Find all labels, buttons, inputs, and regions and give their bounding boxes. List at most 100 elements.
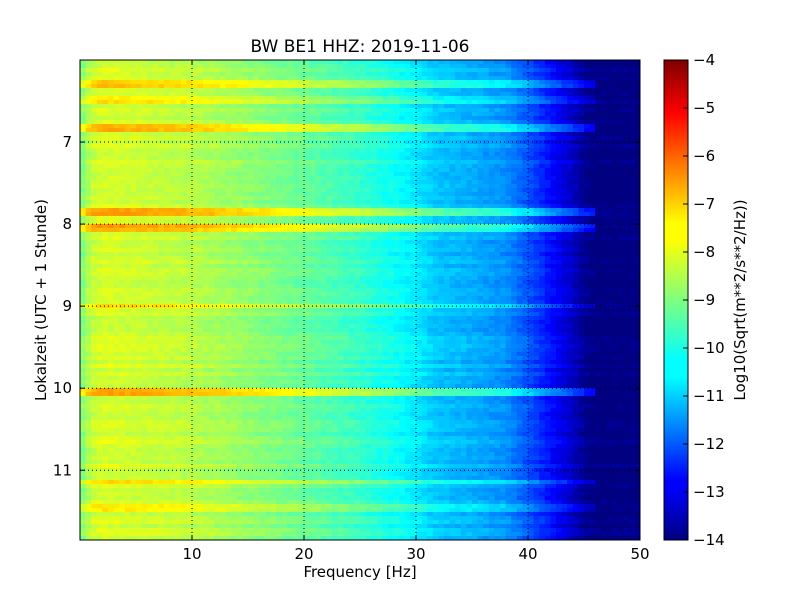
heatmap-cell bbox=[231, 220, 238, 225]
heatmap-cell bbox=[516, 68, 523, 73]
heatmap-cell bbox=[388, 200, 395, 205]
heatmap-cell bbox=[466, 144, 473, 149]
heatmap-cell bbox=[544, 252, 551, 257]
heatmap-cell bbox=[399, 240, 406, 245]
heatmap-cell bbox=[528, 72, 535, 77]
heatmap-cell bbox=[208, 152, 215, 157]
heatmap-cell bbox=[505, 256, 512, 261]
heatmap-cell bbox=[371, 236, 378, 241]
heatmap-cell bbox=[152, 164, 159, 169]
heatmap-cell bbox=[360, 152, 367, 157]
heatmap-cell bbox=[584, 84, 591, 89]
heatmap-cell bbox=[141, 88, 148, 93]
heatmap-cell bbox=[505, 200, 512, 205]
heatmap-cell bbox=[460, 140, 467, 145]
heatmap-cell bbox=[304, 180, 311, 185]
heatmap-cell bbox=[225, 160, 232, 165]
heatmap-cell bbox=[561, 192, 568, 197]
heatmap-cell bbox=[147, 64, 154, 69]
heatmap-cell bbox=[404, 112, 411, 117]
heatmap-cell bbox=[192, 192, 199, 197]
heatmap-cell bbox=[606, 64, 613, 69]
heatmap-cell bbox=[539, 220, 546, 225]
heatmap-cell bbox=[119, 144, 126, 149]
heatmap-cell bbox=[449, 172, 456, 177]
heatmap-cell bbox=[354, 228, 361, 233]
heatmap-cell bbox=[124, 188, 131, 193]
heatmap-cell bbox=[550, 124, 557, 129]
heatmap-cell bbox=[617, 60, 624, 65]
heatmap-cell bbox=[270, 192, 277, 197]
heatmap-cell bbox=[410, 124, 417, 129]
heatmap-cell bbox=[572, 68, 579, 73]
heatmap-cell bbox=[567, 60, 574, 65]
heatmap-cell bbox=[152, 204, 159, 209]
heatmap-cell bbox=[124, 192, 131, 197]
heatmap-cell bbox=[522, 208, 529, 213]
heatmap-cell bbox=[578, 84, 585, 89]
heatmap-cell bbox=[141, 224, 148, 229]
heatmap-cell bbox=[623, 124, 630, 129]
heatmap-cell bbox=[91, 240, 98, 245]
heatmap-cell bbox=[438, 104, 445, 109]
heatmap-cell bbox=[208, 148, 215, 153]
heatmap-cell bbox=[365, 84, 372, 89]
heatmap-cell bbox=[214, 120, 221, 125]
heatmap-cell bbox=[253, 60, 260, 65]
heatmap-cell bbox=[315, 200, 322, 205]
heatmap-cell bbox=[388, 164, 395, 169]
heatmap-cell bbox=[511, 188, 518, 193]
heatmap-cell bbox=[388, 88, 395, 93]
heatmap-cell bbox=[298, 216, 305, 221]
heatmap-cell bbox=[326, 196, 333, 201]
heatmap-cell bbox=[315, 196, 322, 201]
heatmap-cell bbox=[242, 148, 249, 153]
heatmap-cell bbox=[108, 252, 115, 257]
heatmap-cell bbox=[623, 96, 630, 101]
heatmap-cell bbox=[158, 112, 165, 117]
heatmap-cell bbox=[124, 148, 131, 153]
heatmap-cell bbox=[539, 92, 546, 97]
heatmap-cell bbox=[281, 72, 288, 77]
heatmap-cell bbox=[225, 216, 232, 221]
heatmap-cell bbox=[376, 204, 383, 209]
heatmap-cell bbox=[600, 96, 607, 101]
heatmap-cell bbox=[589, 164, 596, 169]
heatmap-cell bbox=[175, 212, 182, 217]
heatmap-cell bbox=[572, 200, 579, 205]
heatmap-cell bbox=[96, 168, 103, 173]
heatmap-cell bbox=[393, 128, 400, 133]
heatmap-cell bbox=[623, 112, 630, 117]
heatmap-cell bbox=[175, 92, 182, 97]
heatmap-cell bbox=[584, 192, 591, 197]
heatmap-cell bbox=[617, 164, 624, 169]
heatmap-cell bbox=[511, 68, 518, 73]
heatmap-cell bbox=[455, 216, 462, 221]
heatmap-cell bbox=[444, 156, 451, 161]
heatmap-cell bbox=[292, 80, 299, 85]
heatmap-cell bbox=[528, 76, 535, 81]
heatmap-cell bbox=[595, 256, 602, 261]
heatmap-cell bbox=[96, 72, 103, 77]
heatmap-cell bbox=[164, 256, 171, 261]
heatmap-cell bbox=[136, 140, 143, 145]
heatmap-cell bbox=[483, 136, 490, 141]
heatmap-cell bbox=[567, 84, 574, 89]
heatmap-cell bbox=[567, 176, 574, 181]
heatmap-cell bbox=[432, 168, 439, 173]
heatmap-cell bbox=[85, 236, 92, 241]
heatmap-cell bbox=[91, 200, 98, 205]
heatmap-cell bbox=[606, 120, 613, 125]
heatmap-cell bbox=[561, 232, 568, 237]
heatmap-cell bbox=[460, 100, 467, 105]
heatmap-cell bbox=[600, 248, 607, 253]
heatmap-cell bbox=[410, 112, 417, 117]
heatmap-cell bbox=[102, 220, 109, 225]
heatmap-cell bbox=[186, 256, 193, 261]
heatmap-cell bbox=[449, 84, 456, 89]
heatmap-cell bbox=[96, 224, 103, 229]
heatmap-cell bbox=[315, 136, 322, 141]
heatmap-cell bbox=[208, 96, 215, 101]
heatmap-cell bbox=[320, 152, 327, 157]
heatmap-cell bbox=[365, 100, 372, 105]
